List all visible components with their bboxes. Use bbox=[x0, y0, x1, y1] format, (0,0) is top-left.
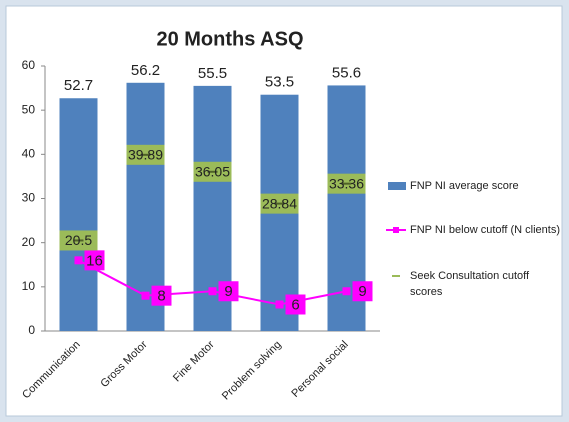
line-value-label: 16 bbox=[86, 252, 103, 269]
chart-title: 20 Months ASQ bbox=[156, 28, 303, 50]
line-value-label: 9 bbox=[224, 283, 232, 300]
cutoff-value-label: 39.89 bbox=[128, 147, 163, 163]
line-marker bbox=[141, 291, 150, 300]
bar-value-label: 55.6 bbox=[332, 64, 361, 81]
cutoff-value-label: 28.84 bbox=[262, 195, 297, 211]
y-tick-label: 60 bbox=[22, 58, 36, 72]
line-value-label: 6 bbox=[291, 296, 299, 313]
y-tick-label: 50 bbox=[22, 102, 36, 116]
legend-label: Seek Consultation cutoff scores bbox=[410, 270, 530, 298]
line-marker bbox=[208, 287, 217, 296]
line-marker bbox=[275, 300, 284, 309]
bar bbox=[59, 98, 98, 331]
cutoff-value-label: 36.05 bbox=[195, 163, 230, 179]
y-tick-label: 0 bbox=[28, 323, 35, 337]
line-value-label: 8 bbox=[157, 288, 165, 305]
y-tick-label: 30 bbox=[22, 191, 36, 205]
legend-swatch bbox=[388, 182, 406, 190]
line-label-box bbox=[352, 281, 373, 302]
line-label-box bbox=[285, 294, 306, 315]
line-marker bbox=[74, 256, 83, 265]
line-marker bbox=[342, 287, 351, 296]
bar-value-label: 53.5 bbox=[265, 74, 294, 91]
line-label-box bbox=[218, 281, 239, 302]
cutoff-value-label: 33.36 bbox=[329, 175, 364, 191]
legend-label: FNP NI below cutoff (N clients) bbox=[410, 224, 560, 236]
line-value-label: 9 bbox=[358, 283, 366, 300]
legend-label: FNP NI average score bbox=[410, 180, 519, 192]
line-label-box bbox=[84, 250, 105, 271]
bar-value-label: 56.2 bbox=[131, 62, 160, 79]
y-tick-label: 40 bbox=[22, 147, 36, 161]
cutoff-value-label: 20.5 bbox=[65, 232, 92, 248]
y-tick-label: 10 bbox=[22, 279, 36, 293]
line-label-box bbox=[151, 285, 172, 306]
y-tick-label: 20 bbox=[22, 235, 36, 249]
bar-value-label: 52.7 bbox=[64, 77, 93, 94]
bar-value-label: 55.5 bbox=[198, 65, 227, 82]
legend-swatch bbox=[393, 227, 399, 233]
